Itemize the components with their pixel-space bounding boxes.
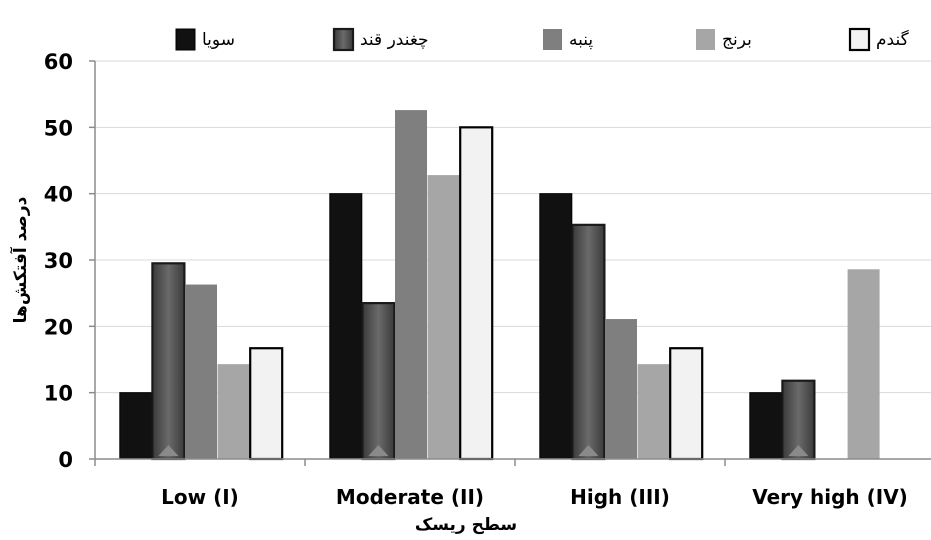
gridlines: [95, 60, 931, 394]
bar: [151, 262, 186, 461]
bar: [605, 319, 637, 459]
bar: [847, 269, 880, 459]
bar: [571, 223, 606, 461]
axes: [89, 60, 931, 466]
bar-bevel-highlight: [578, 445, 599, 456]
x-tick-label: Moderate (II): [336, 485, 484, 509]
x-tick-label: Low (I): [161, 485, 239, 509]
legend-swatch: [543, 29, 562, 50]
x-tick-label: Very high (IV): [752, 485, 908, 509]
bar-bevel-highlight: [788, 445, 809, 456]
bar-bevel-highlight: [368, 445, 389, 456]
legend-label: چغندر قند: [360, 30, 429, 50]
bar: [459, 126, 494, 461]
legend: سویا چغندر قند پنبه برنج گندم: [175, 27, 910, 52]
bar-bevel-highlight: [158, 445, 179, 456]
y-tick-labels: 0 10 20 30 40 50 60: [44, 50, 73, 472]
bar: [217, 364, 250, 459]
legend-swatch: [848, 27, 871, 52]
legend-swatch: [696, 29, 715, 50]
bar: [249, 347, 284, 461]
y-tick-label: 50: [44, 116, 73, 140]
legend-swatch: [332, 27, 355, 52]
legend-label: سویا: [202, 30, 235, 50]
y-tick-label: 40: [44, 183, 73, 207]
y-tick-label: 10: [44, 382, 73, 406]
bar: [185, 284, 217, 459]
bar: [669, 347, 704, 461]
bar: [395, 110, 427, 459]
bar: [329, 193, 363, 460]
x-tick-labels: Low (I) Moderate (II) High (III) Very high …: [161, 485, 908, 509]
bar: [361, 302, 396, 461]
legend-label: برنج: [722, 30, 752, 50]
x-tick-label: High (III): [570, 485, 670, 509]
y-tick-label: 30: [44, 249, 73, 273]
legend-label: گندم: [876, 29, 910, 50]
bars: [119, 110, 880, 461]
y-axis-title: درصد آفتکش‌ها: [9, 196, 31, 323]
legend-label: پنبه: [569, 30, 593, 50]
bar: [427, 175, 460, 460]
bar: [749, 392, 783, 460]
bar: [119, 392, 153, 460]
legend-swatch: [175, 28, 196, 51]
x-axis-title: سطح ریسک: [415, 515, 517, 535]
bar: [637, 364, 670, 459]
y-tick-label: 20: [44, 315, 73, 339]
y-tick-label: 0: [58, 448, 73, 472]
bar: [539, 193, 573, 460]
y-tick-label: 60: [44, 50, 73, 74]
